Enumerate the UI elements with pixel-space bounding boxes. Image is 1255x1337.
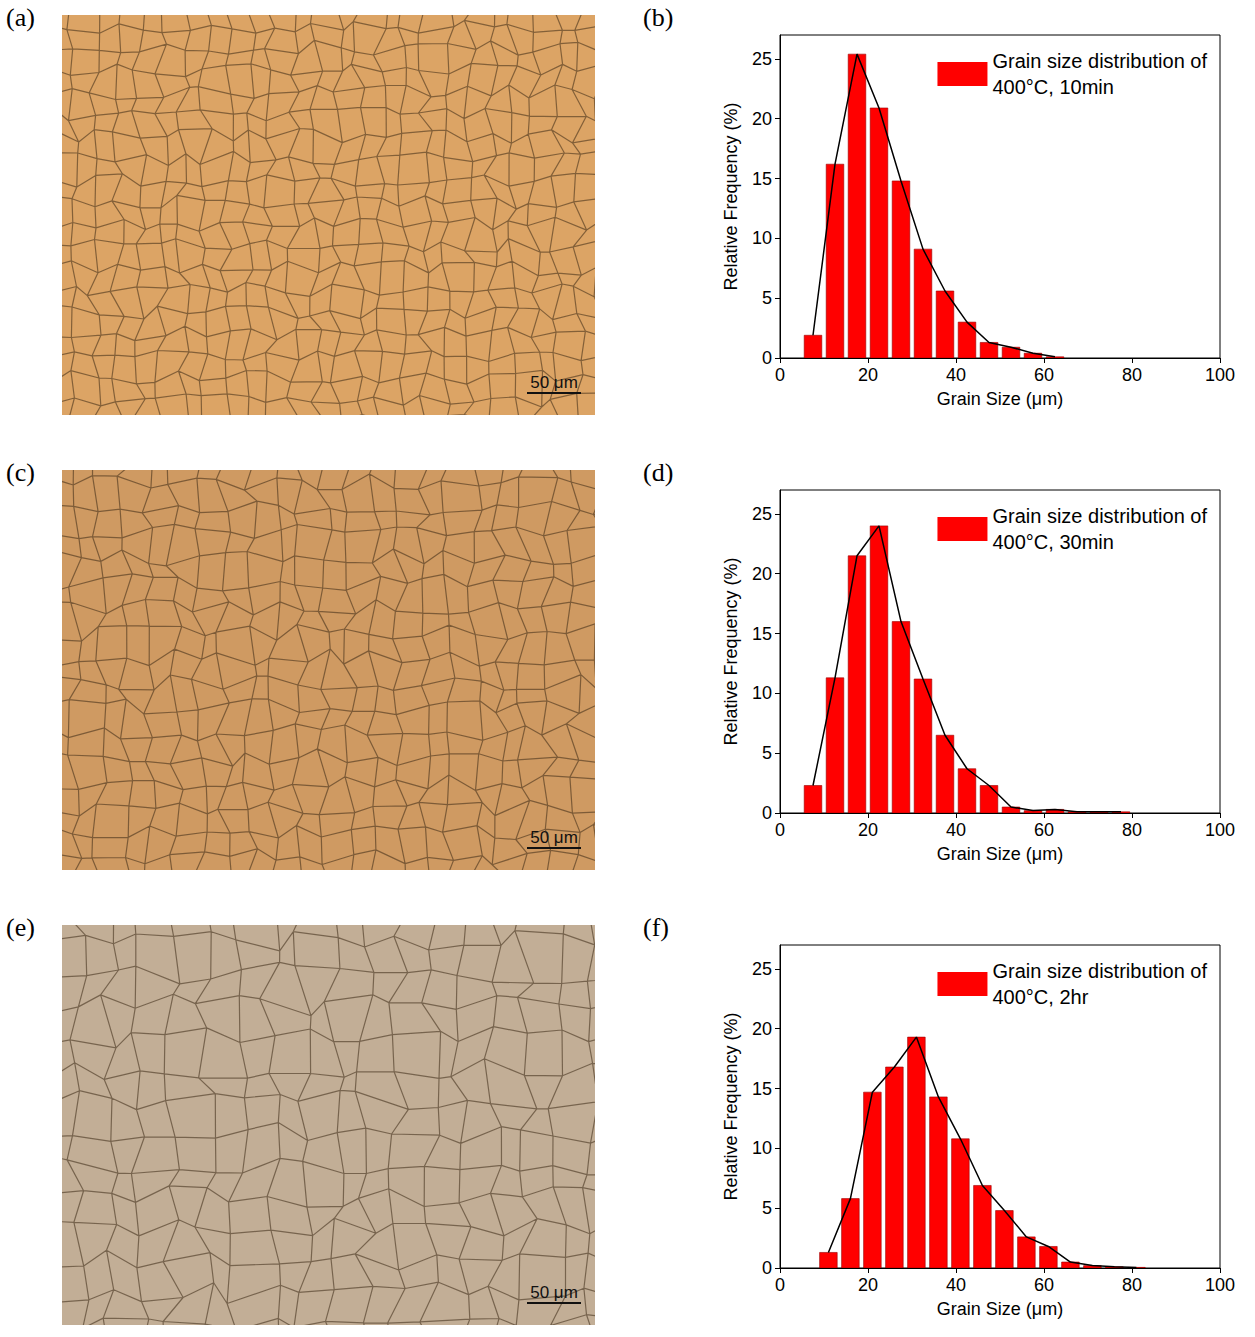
svg-text:Relative Frequency (%): Relative Frequency (%)	[721, 557, 741, 745]
svg-text:10: 10	[752, 683, 772, 703]
svg-text:25: 25	[752, 959, 772, 979]
svg-text:0: 0	[775, 365, 785, 385]
svg-text:40: 40	[946, 1275, 966, 1295]
svg-text:80: 80	[1122, 1275, 1142, 1295]
svg-text:50 μm: 50 μm	[530, 373, 578, 392]
svg-text:0: 0	[762, 1258, 772, 1278]
svg-text:15: 15	[752, 1079, 772, 1099]
svg-text:0: 0	[762, 803, 772, 823]
html-text:(d): (d)	[643, 458, 674, 487]
svg-text:Relative Frequency (%): Relative Frequency (%)	[721, 102, 741, 290]
svg-text:Grain Size (μm): Grain Size (μm)	[937, 844, 1063, 864]
svg-text:5: 5	[762, 743, 772, 763]
svg-text:15: 15	[752, 624, 772, 644]
svg-text:25: 25	[752, 49, 772, 69]
svg-text:0: 0	[775, 1275, 785, 1295]
svg-text:20: 20	[858, 1275, 878, 1295]
svg-text:10: 10	[752, 228, 772, 248]
svg-text:20: 20	[752, 564, 772, 584]
svg-text:20: 20	[752, 1019, 772, 1039]
svg-text:50 μm: 50 μm	[530, 1283, 578, 1302]
svg-text:400°C, 30min: 400°C, 30min	[992, 531, 1113, 553]
html-text:(c): (c)	[6, 458, 35, 487]
svg-text:Relative Frequency (%): Relative Frequency (%)	[721, 1012, 741, 1200]
svg-text:400°C, 2hr: 400°C, 2hr	[992, 986, 1088, 1008]
svg-text:40: 40	[946, 820, 966, 840]
svg-text:60: 60	[1034, 1275, 1054, 1295]
svg-text:Grain size distribution of: Grain size distribution of	[992, 50, 1207, 72]
html-text:(e): (e)	[6, 913, 35, 942]
svg-text:0: 0	[775, 820, 785, 840]
svg-text:80: 80	[1122, 820, 1142, 840]
svg-text:100: 100	[1205, 1275, 1235, 1295]
svg-text:80: 80	[1122, 365, 1142, 385]
svg-text:50 μm: 50 μm	[530, 828, 578, 847]
svg-text:100: 100	[1205, 365, 1235, 385]
svg-text:60: 60	[1034, 365, 1054, 385]
svg-text:15: 15	[752, 169, 772, 189]
svg-text:400°C, 10min: 400°C, 10min	[992, 76, 1113, 98]
html-text:(a): (a)	[6, 3, 35, 32]
svg-text:5: 5	[762, 288, 772, 308]
svg-text:Grain Size (μm): Grain Size (μm)	[937, 389, 1063, 409]
svg-text:Grain size distribution of: Grain size distribution of	[992, 505, 1207, 527]
svg-text:25: 25	[752, 504, 772, 524]
html-text:(f): (f)	[643, 913, 669, 942]
svg-text:Grain size distribution of: Grain size distribution of	[992, 960, 1207, 982]
svg-text:5: 5	[762, 1198, 772, 1218]
svg-text:20: 20	[858, 365, 878, 385]
svg-text:100: 100	[1205, 820, 1235, 840]
svg-text:20: 20	[858, 820, 878, 840]
svg-text:40: 40	[946, 365, 966, 385]
svg-text:0: 0	[762, 348, 772, 368]
svg-text:60: 60	[1034, 820, 1054, 840]
html-text:(b): (b)	[643, 3, 674, 32]
svg-text:10: 10	[752, 1138, 772, 1158]
svg-text:20: 20	[752, 109, 772, 129]
svg-text:Grain Size (μm): Grain Size (μm)	[937, 1299, 1063, 1319]
